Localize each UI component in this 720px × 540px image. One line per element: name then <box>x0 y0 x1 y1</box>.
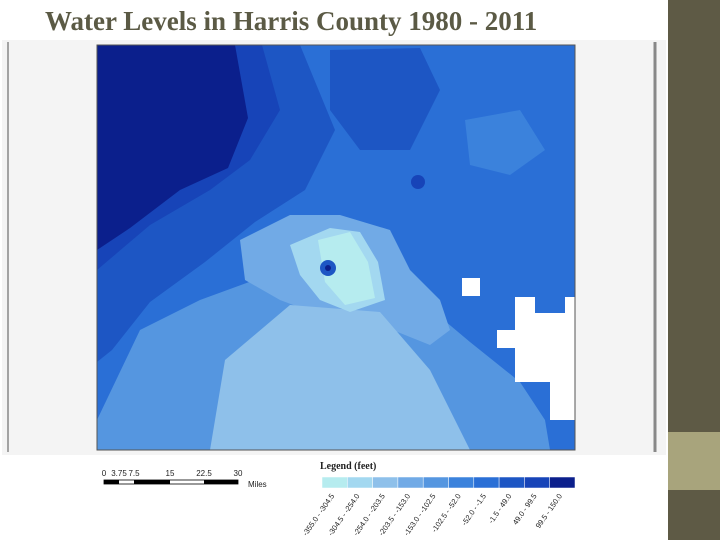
scale-segment <box>104 480 119 484</box>
scale-bar: 0 3.75 7.5 15 22.5 30 Miles <box>102 469 267 489</box>
legend-swatch <box>448 476 475 489</box>
map <box>96 44 576 451</box>
scale-segment <box>204 480 238 484</box>
map-frame <box>96 44 576 451</box>
legend-swatch <box>347 476 373 489</box>
depression <box>325 265 331 271</box>
scale-label: 0 <box>102 469 107 478</box>
contour <box>318 232 375 305</box>
contour <box>97 45 248 250</box>
contour <box>210 305 470 450</box>
contour <box>330 48 440 150</box>
legend-title: Legend (feet) <box>320 461 376 472</box>
scale-label: 7.5 <box>128 469 140 478</box>
legend-swatch <box>473 476 500 489</box>
contour <box>465 110 545 175</box>
scale-label: 22.5 <box>196 469 212 478</box>
legend-swatch <box>422 476 449 489</box>
legend-swatch <box>321 476 348 489</box>
depression <box>411 175 425 189</box>
slide-title: Water Levels in Harris County 1980 - 201… <box>45 6 537 36</box>
scale-unit: Miles <box>248 480 267 489</box>
legend-swatch <box>372 476 399 489</box>
no-data <box>497 297 575 420</box>
scale-label: 30 <box>234 469 243 478</box>
scale-label: 3.75 <box>111 469 127 478</box>
legend-swatch <box>549 476 576 489</box>
no-data <box>462 278 480 296</box>
side-band <box>668 432 720 490</box>
legend-swatch <box>524 476 550 489</box>
scale-segment <box>134 480 170 484</box>
scale-label: 15 <box>166 469 175 478</box>
legend-swatch <box>498 476 525 489</box>
legend-swatch <box>397 476 424 489</box>
